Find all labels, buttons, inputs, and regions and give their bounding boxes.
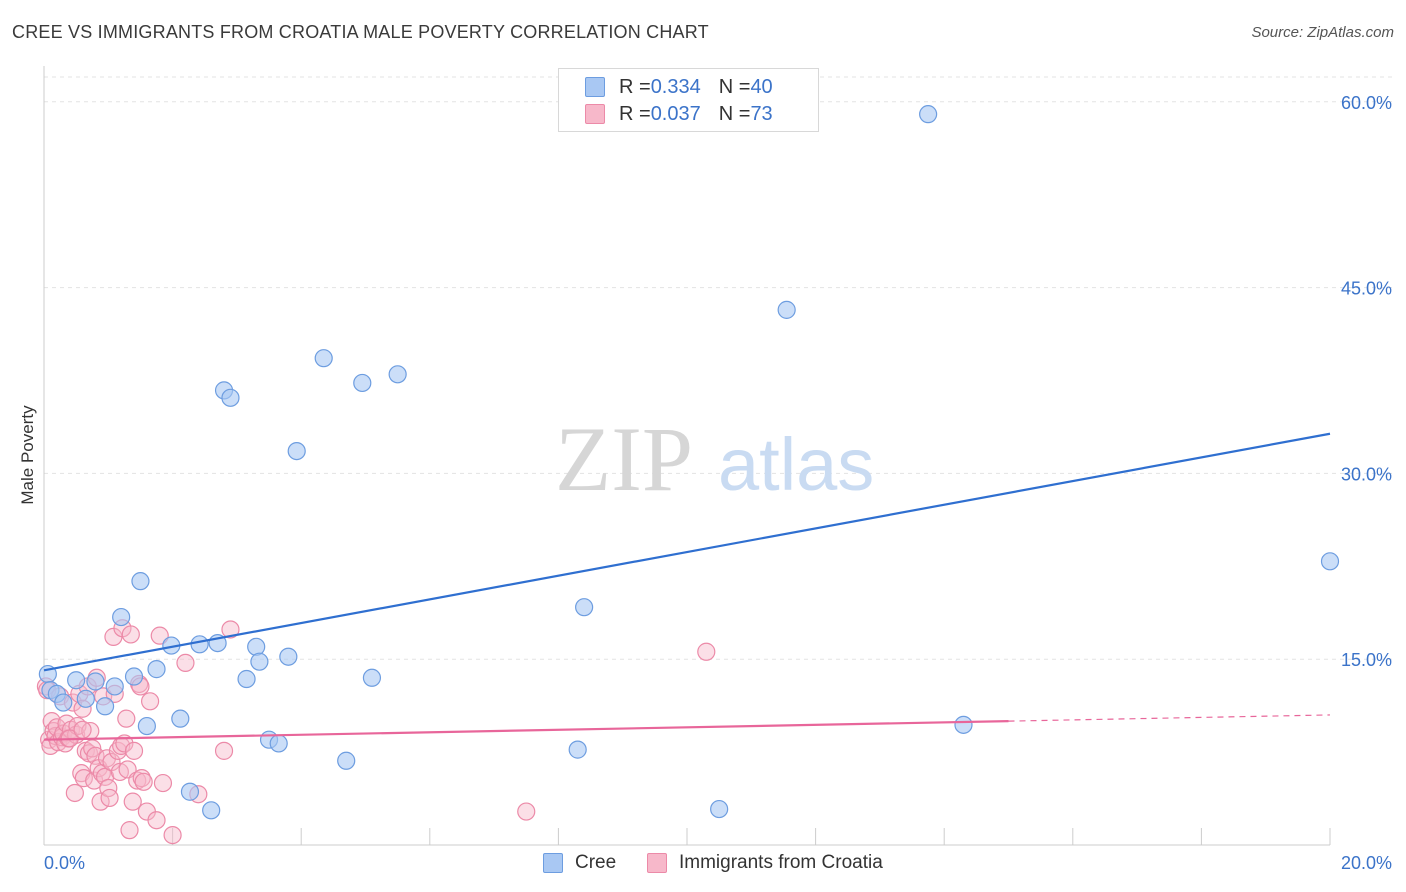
y-tick-label: 15.0% — [1341, 650, 1392, 670]
series-legend: Cree Immigrants from Croatia — [0, 852, 1406, 878]
data-point-cree — [247, 637, 266, 656]
legend-swatch-croatia — [647, 853, 667, 873]
data-point-croatia — [176, 653, 195, 673]
data-point-cree — [67, 671, 86, 690]
data-point-croatia — [121, 625, 140, 644]
legend-label-croatia: Immigrants from Croatia — [679, 852, 883, 873]
series-cree-points — [38, 105, 1340, 820]
data-point-cree — [95, 697, 115, 716]
trend-line-croatia-extrapolated — [1008, 714, 1331, 722]
data-point-cree — [190, 635, 209, 654]
data-point-croatia — [108, 741, 128, 760]
tick-labels: 15.0% 30.0% 45.0% 60.0% 0.0% 20.0% — [44, 93, 1392, 873]
data-point-cree — [105, 677, 124, 696]
trend-line-croatia — [43, 720, 1009, 741]
data-point-cree — [710, 799, 729, 819]
data-point-cree — [180, 782, 200, 801]
data-point-cree — [131, 572, 150, 591]
data-point-croatia — [100, 788, 119, 808]
legend-r-value: 0.037 — [650, 102, 701, 125]
data-point-croatia — [73, 720, 92, 739]
legend-item-cree[interactable]: Cree — [543, 852, 616, 874]
data-point-cree — [568, 740, 587, 759]
data-point-cree — [137, 716, 156, 736]
y-tick-label: 60.0% — [1341, 93, 1392, 113]
watermark-zip: ZIP — [555, 408, 693, 510]
data-point-cree — [353, 373, 372, 393]
data-point-cree — [1320, 552, 1340, 571]
data-point-croatia — [697, 642, 716, 661]
legend-r-value: 0.334 — [650, 75, 701, 98]
legend-row-cree: R = 0.334 N = 40 — [585, 75, 773, 99]
data-point-croatia — [153, 773, 173, 793]
legend-label-cree: Cree — [575, 852, 617, 873]
legend-swatch-cree — [543, 853, 563, 873]
data-point-cree — [314, 349, 333, 368]
data-point-croatia — [214, 741, 234, 760]
data-point-cree — [237, 669, 256, 689]
data-point-croatia — [91, 792, 110, 811]
data-point-cree — [171, 709, 190, 728]
data-point-croatia — [140, 692, 160, 711]
data-point-cree — [919, 105, 938, 124]
data-point-cree — [221, 388, 240, 407]
legend-r-label: R = — [619, 102, 651, 125]
data-point-cree — [124, 667, 144, 686]
data-point-croatia — [123, 792, 142, 811]
data-point-cree — [54, 693, 73, 712]
data-point-croatia — [147, 811, 166, 830]
data-point-croatia — [150, 626, 169, 645]
legend-item-croatia[interactable]: Immigrants from Croatia — [647, 852, 883, 874]
data-point-croatia — [117, 709, 136, 728]
data-point-cree — [337, 751, 356, 770]
data-point-cree — [575, 598, 594, 617]
legend-swatch-croatia — [585, 104, 605, 124]
data-point-croatia — [163, 825, 182, 845]
data-point-croatia — [124, 741, 144, 760]
trend-line-cree — [43, 432, 1331, 672]
data-point-cree — [287, 441, 306, 461]
data-point-croatia — [134, 772, 153, 791]
data-point-cree — [86, 672, 105, 691]
correlation-legend: R = 0.334 N = 40 R = 0.037 N = 73 — [558, 68, 819, 132]
data-point-cree — [202, 801, 221, 820]
data-point-croatia — [65, 783, 84, 803]
data-point-cree — [362, 668, 382, 687]
legend-n-label: N = — [718, 75, 751, 98]
chart-title: CREE VS IMMIGRANTS FROM CROATIA MALE POV… — [12, 22, 709, 42]
x-tick-label-min: 0.0% — [44, 853, 85, 873]
data-point-cree — [269, 734, 288, 753]
y-tick-label: 45.0% — [1341, 279, 1392, 299]
data-point-croatia — [120, 821, 139, 840]
data-point-cree — [76, 689, 95, 708]
data-point-cree — [112, 607, 131, 627]
legend-row-croatia: R = 0.037 N = 73 — [585, 102, 773, 126]
data-point-cree — [954, 715, 973, 734]
x-tick-label-max: 20.0% — [1341, 853, 1392, 873]
grid-lines — [44, 76, 1392, 660]
legend-swatch-cree — [585, 77, 605, 97]
axes — [43, 66, 1331, 846]
trend-lines — [43, 432, 1331, 741]
data-point-cree — [147, 660, 166, 679]
data-point-croatia — [517, 802, 536, 821]
data-point-cree — [250, 652, 269, 671]
data-point-cree — [777, 300, 796, 319]
y-tick-label: 30.0% — [1341, 464, 1392, 484]
data-point-croatia — [221, 620, 240, 639]
legend-r-label: R = — [619, 75, 651, 98]
legend-n-value: 40 — [750, 75, 773, 98]
source-label: Source: ZipAtlas.com — [1251, 24, 1394, 41]
watermark-atlas: atlas — [718, 423, 874, 506]
data-point-cree — [279, 647, 298, 666]
legend-n-label: N = — [718, 102, 751, 125]
legend-n-value: 73 — [750, 102, 773, 125]
data-point-cree — [388, 365, 407, 384]
